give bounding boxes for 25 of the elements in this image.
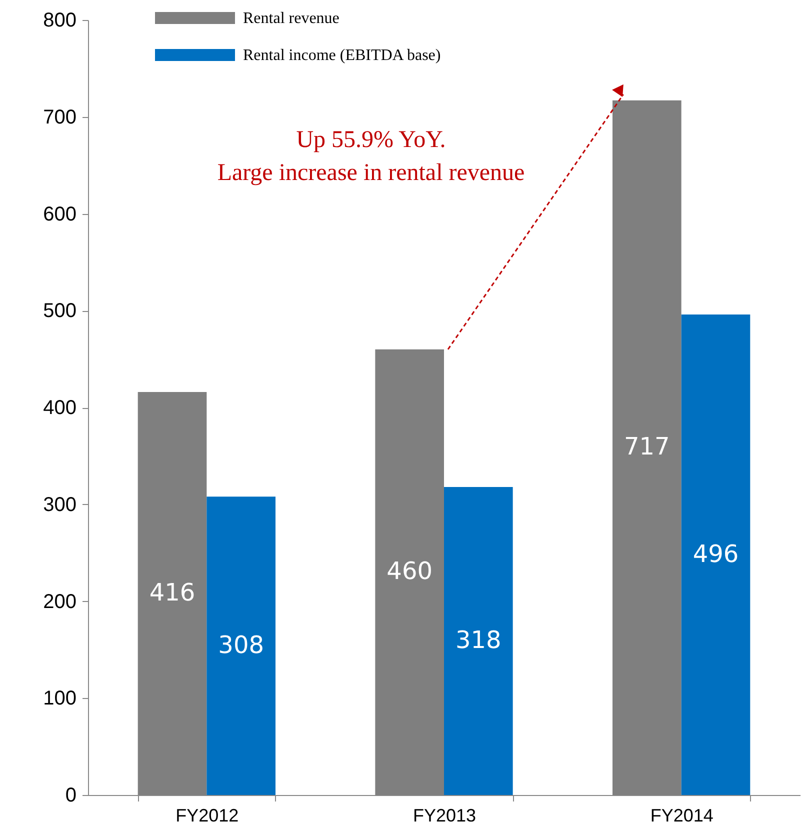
data-label: 318	[456, 626, 502, 654]
data-label: 308	[218, 630, 264, 659]
x-tick-label: FY2014	[650, 806, 714, 826]
y-tick-label: 800	[43, 10, 76, 32]
x-tick-label: FY2012	[176, 806, 239, 826]
y-tick-label: 400	[43, 397, 76, 419]
y-tick-label: 500	[43, 300, 76, 322]
data-label: 496	[692, 540, 739, 568]
bar	[206, 496, 276, 795]
legend-label: Rental revenue	[243, 10, 340, 27]
bar	[681, 314, 750, 795]
legend-label: Rental income (EBITDA base)	[243, 47, 441, 64]
data-label: 416	[149, 578, 196, 606]
y-tick-label: 700	[43, 106, 76, 128]
y-tick-label: 100	[43, 688, 76, 710]
annotation: Up 55.9% YoY.	[296, 127, 446, 153]
y-tick-label: 600	[43, 203, 76, 226]
y-tick-label: 0	[65, 784, 76, 806]
data-label: 460	[386, 557, 432, 586]
y-tick-label: 200	[43, 590, 76, 613]
x-tick-label: FY2013	[412, 806, 476, 826]
data-label: 717	[624, 432, 670, 461]
annotation: Large increase in rental revenue	[217, 160, 525, 186]
bar	[444, 486, 513, 795]
y-tick-label: 300	[43, 494, 76, 516]
